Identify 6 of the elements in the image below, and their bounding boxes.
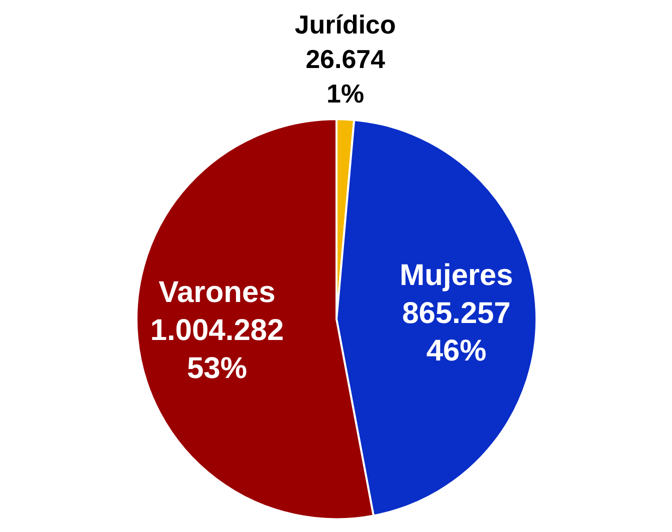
- data-label: 865.257 46%: [402, 296, 511, 368]
- slice-label: Mujeres: [400, 258, 514, 292]
- slice-label: Varones: [158, 276, 276, 309]
- data-label: 1.004.282 53%: [150, 314, 284, 385]
- slice-label: Jurídico: [294, 10, 396, 40]
- data-label: 26.674 1%: [306, 44, 386, 109]
